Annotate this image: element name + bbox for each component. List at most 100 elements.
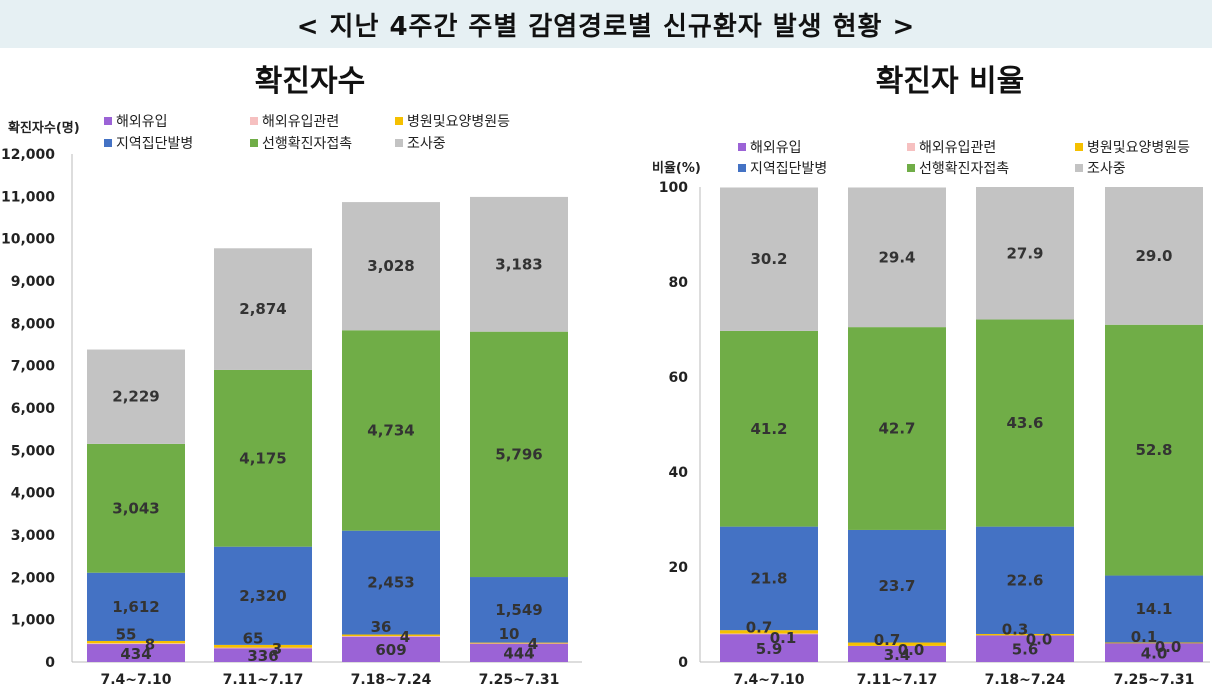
chart1-data-label: 41.2 bbox=[750, 420, 787, 438]
chart1-data-label: 29.4 bbox=[878, 248, 915, 266]
chart0-bar-segment bbox=[342, 330, 440, 531]
chart1-legend-swatch bbox=[1075, 164, 1083, 172]
chart0-data-label: 3,028 bbox=[367, 257, 414, 275]
chart0-ytick-label: 10,000 bbox=[1, 232, 55, 248]
chart0-category-label: 7.25~7.31 bbox=[479, 672, 560, 688]
chart0-bar-segment bbox=[214, 647, 312, 662]
chart0-bar-segment bbox=[342, 634, 440, 637]
chart0-bar-segment bbox=[470, 643, 568, 644]
chart0-legend-label: 병원및요양병원등 bbox=[407, 114, 510, 130]
chart1-legend-swatch bbox=[907, 143, 915, 151]
chart1-data-label: 14.1 bbox=[1135, 600, 1172, 618]
chart0-bar-segment bbox=[87, 643, 185, 662]
chart1-legend-label: 해외유입 bbox=[750, 140, 802, 156]
chart0-data-label: 444 bbox=[503, 645, 534, 663]
chart1-bar-segment bbox=[1105, 324, 1203, 576]
chart1-bar-segment bbox=[976, 635, 1074, 662]
chart1-category-label: 7.11~7.17 bbox=[857, 672, 938, 688]
chart1-bar-segment bbox=[848, 642, 946, 646]
chart0-data-label: 65 bbox=[243, 630, 264, 648]
chart0-legend-label: 선행확진자접촉 bbox=[262, 136, 352, 152]
chart0-y-axis-label: 확진자수(명) bbox=[8, 120, 80, 136]
chart0-bar-segment bbox=[342, 530, 440, 635]
chart0-data-label: 4,734 bbox=[367, 421, 414, 439]
chart1-data-label: 3.4 bbox=[884, 646, 911, 664]
chart0-bar-segment bbox=[87, 572, 185, 641]
chart0-ytick-label: 2,000 bbox=[11, 570, 56, 586]
chart0-data-label: 4 bbox=[528, 635, 538, 653]
chart1-data-label: 0.0 bbox=[1155, 638, 1182, 656]
chart1-bar-segment bbox=[976, 633, 1074, 636]
chart1-bar-segment bbox=[720, 633, 818, 662]
chart0-category-label: 7.4~7.10 bbox=[100, 672, 171, 688]
chart0-bar-segment bbox=[214, 644, 312, 648]
chart1-data-label: 30.2 bbox=[750, 250, 787, 268]
chart0-legend-label: 조사중 bbox=[407, 136, 446, 152]
chart1-legend-label: 선행확진자접촉 bbox=[919, 161, 1009, 177]
chart0-ytick-label: 1,000 bbox=[11, 613, 56, 629]
chart0-bar-segment bbox=[214, 647, 312, 649]
chart1-ytick-label: 40 bbox=[669, 465, 689, 481]
chart0-bar-segment bbox=[470, 643, 568, 662]
chart1-data-label: 0.7 bbox=[746, 619, 773, 637]
chart1-data-label: 0.1 bbox=[1131, 628, 1158, 646]
chart1-ytick-label: 20 bbox=[669, 560, 689, 576]
chart0-data-label: 3 bbox=[272, 640, 282, 658]
chart0-bar-segment bbox=[342, 636, 440, 637]
chart1-data-label: 29.0 bbox=[1135, 247, 1172, 265]
chart0-bar-segment bbox=[470, 331, 568, 578]
chart1-data-label: 23.7 bbox=[878, 577, 915, 595]
chart0-bar-segment bbox=[470, 642, 568, 644]
chart1-data-label: 5.9 bbox=[756, 640, 783, 658]
chart1-legend-label: 지역집단발병 bbox=[750, 161, 827, 177]
chart0-ytick-label: 3,000 bbox=[11, 528, 56, 544]
chart1-data-label: 0.0 bbox=[1026, 630, 1053, 648]
chart0-data-label: 3,043 bbox=[112, 499, 159, 517]
chart0-data-label: 336 bbox=[247, 647, 278, 665]
chart0-legend-swatch bbox=[250, 139, 258, 147]
chart1-legend-label: 조사중 bbox=[1087, 161, 1126, 177]
chart1-bar-segment bbox=[720, 187, 818, 331]
chart1-bar-segment bbox=[976, 187, 1074, 320]
chart1-y-axis-label: 비율(%) bbox=[652, 160, 701, 176]
chart1-bar-segment bbox=[1105, 575, 1203, 643]
chart0-data-label: 4 bbox=[400, 628, 410, 646]
chart0-data-label: 3,183 bbox=[495, 255, 542, 273]
chart0-data-label: 4,175 bbox=[239, 449, 286, 467]
chart1-data-label: 0.3 bbox=[1002, 620, 1029, 638]
chart1-legend-label: 병원및요양병원등 bbox=[1087, 140, 1190, 156]
right-chart-title: 확진자 비율 bbox=[875, 64, 1025, 99]
chart0-legend-label: 지역집단발병 bbox=[116, 136, 193, 152]
chart0-data-label: 5,796 bbox=[495, 445, 542, 463]
chart1-data-label: 0.7 bbox=[874, 631, 901, 649]
chart0-bar-segment bbox=[470, 196, 568, 332]
chart1-ytick-label: 0 bbox=[678, 655, 688, 671]
chart0-bar-segment bbox=[214, 369, 312, 547]
chart1-bar-segment bbox=[720, 330, 818, 527]
chart0-bar-segment bbox=[87, 443, 185, 573]
chart1-data-label: 0.1 bbox=[770, 629, 797, 647]
chart0-legend-swatch bbox=[395, 117, 403, 125]
chart1-data-label: 42.7 bbox=[878, 420, 915, 438]
chart1-legend-swatch bbox=[1075, 143, 1083, 151]
chart1-bar-segment bbox=[1105, 642, 1203, 644]
chart0-legend-label: 해외유입 bbox=[116, 114, 168, 130]
chart0-bar-segment bbox=[87, 640, 185, 644]
chart0-bar-segment bbox=[342, 636, 440, 662]
chart1-bar-segment bbox=[848, 529, 946, 643]
chart0-data-label: 2,453 bbox=[367, 574, 414, 592]
chart0-ytick-label: 8,000 bbox=[11, 316, 56, 332]
chart0-data-label: 55 bbox=[116, 625, 137, 643]
chart0-legend-swatch bbox=[395, 139, 403, 147]
chart0-ytick-label: 6,000 bbox=[11, 401, 56, 417]
chart0-bar-segment bbox=[87, 643, 185, 645]
chart0-data-label: 609 bbox=[375, 641, 406, 659]
chart1-legend-swatch bbox=[738, 143, 746, 151]
chart0-legend-swatch bbox=[104, 139, 112, 147]
chart1-category-label: 7.25~7.31 bbox=[1114, 672, 1195, 688]
chart0-ytick-label: 0 bbox=[45, 655, 55, 671]
chart1-ytick-label: 60 bbox=[669, 370, 689, 386]
chart0-bar-segment bbox=[342, 202, 440, 331]
chart0-bar-segment bbox=[470, 577, 568, 643]
